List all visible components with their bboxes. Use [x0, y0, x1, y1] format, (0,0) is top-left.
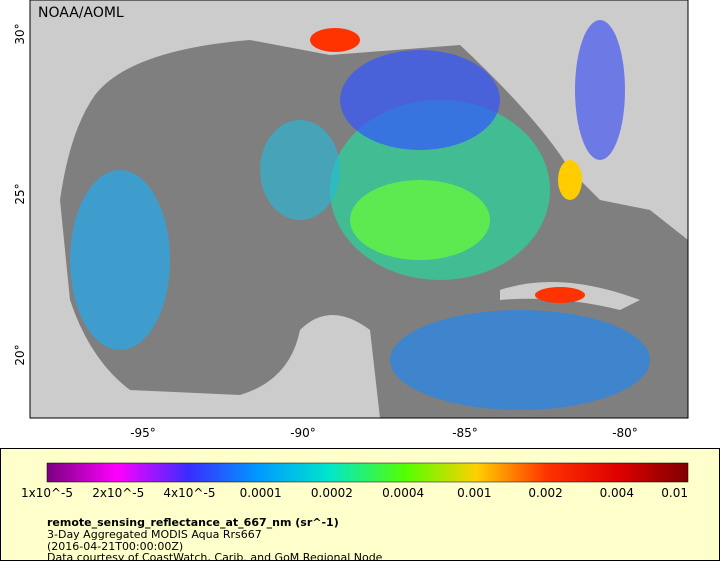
- time: (2016-04-21T00:00:00Z): [47, 540, 183, 553]
- lon-label: -95°: [130, 426, 156, 440]
- variable: remote_sensing_reflectance_at_667_nm (sr…: [47, 516, 339, 529]
- map-frame: [29, 0, 689, 419]
- source-label: NOAA/AOML: [38, 5, 124, 21]
- lon-label: -85°: [452, 426, 478, 440]
- description: 3-Day Aggregated MODIS Aqua Rrs667: [47, 528, 262, 541]
- credit: Data courtesy of CoastWatch, Carib. and …: [47, 551, 383, 561]
- data-patch: [340, 50, 500, 150]
- colorbar-label: 0.0004: [382, 486, 424, 500]
- colorbar-label: 0.0002: [311, 486, 353, 500]
- map: NOAA/AOML 30° 25° 20° -95° -90° -85° -80…: [13, 0, 689, 440]
- lat-label: 25°: [13, 183, 27, 204]
- data-patch: [558, 160, 582, 200]
- colorbar-label: 2x10^-5: [92, 486, 144, 500]
- colorbar-label: 0.001: [457, 486, 491, 500]
- lon-label: -80°: [612, 426, 638, 440]
- data-patch: [350, 180, 490, 260]
- lon-label: -90°: [290, 426, 316, 440]
- legend: remote_sensing_reflectance_at_667_nm (sr…: [0, 448, 720, 564]
- colorbar: [46, 462, 689, 483]
- lat-label: 30°: [13, 23, 27, 44]
- colorbar-label: 0.002: [528, 486, 562, 500]
- data-patch: [575, 20, 625, 160]
- data-patch: [310, 28, 360, 52]
- colorbar-label: 4x10^-5: [163, 486, 215, 500]
- colorbar-label: 0.01: [661, 486, 688, 500]
- data-patch: [535, 287, 585, 303]
- colorbar-label: 0.0001: [240, 486, 282, 500]
- lat-label: 20°: [13, 344, 27, 365]
- colorbar-label: 0.004: [600, 486, 634, 500]
- data-patch: [260, 120, 340, 220]
- data-patch: [390, 310, 650, 410]
- colorbar-label: 1x10^-5: [21, 486, 73, 500]
- data-patch: [70, 170, 170, 350]
